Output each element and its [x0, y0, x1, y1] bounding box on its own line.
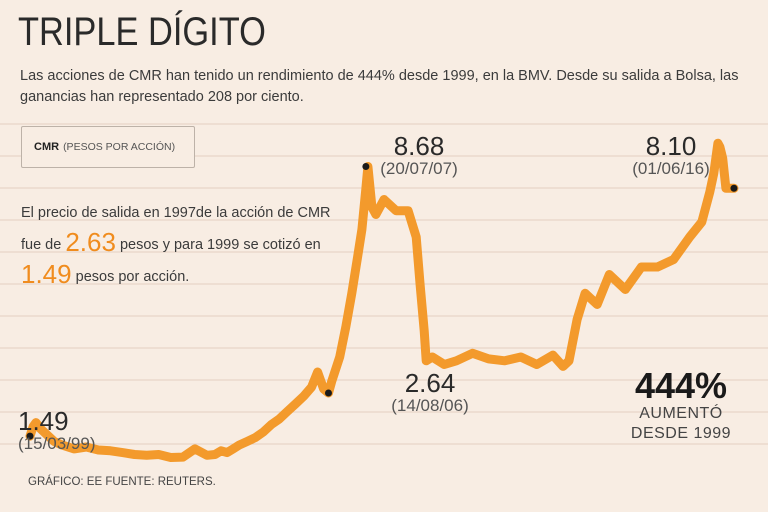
note-value-1: 2.63: [65, 227, 116, 257]
annotation-low: 2.64 (14/08/06): [380, 368, 480, 416]
annotation-point-3: [730, 184, 738, 192]
note-text-1: El precio de salida en 1997de la acción …: [21, 205, 331, 253]
annotation-point-2: [362, 163, 370, 170]
gain-percent: 444%: [634, 365, 728, 406]
annotation-2016-date: (01/06/16): [632, 159, 710, 179]
chart-subtitle: Las acciones de CMR han tenido un rendim…: [20, 68, 739, 105]
source-footer: GRÁFICO: EE FUENTE: REUTERS.: [28, 476, 216, 488]
series-line-cmr: [25, 138, 739, 462]
annotation-low-date: (14/08/06): [391, 396, 469, 416]
chart-title: TRIPLE DÍGITO: [18, 10, 266, 54]
annotation-low-value: 2.64: [404, 368, 456, 398]
annotation-point-0: [26, 432, 34, 440]
annotation-2016: 8.10 (01/06/16): [616, 131, 726, 179]
note-value-2: 1.49: [21, 259, 72, 289]
annotation-2016-value: 8.10: [645, 131, 697, 161]
grid-lines: [0, 123, 768, 445]
annotation-start-value: 1.49: [18, 406, 69, 436]
gain-label-2: DESDE 1999: [630, 425, 732, 442]
annotation-peak-2007-date: (20/07/07): [380, 159, 458, 179]
legend-box: CMR (PESOS POR ACCIÓN): [21, 126, 195, 168]
legend-unit: (PESOS POR ACCIÓN): [63, 141, 176, 153]
annotation-start-date: (15/03/99): [18, 434, 96, 454]
annotation-points: [26, 163, 738, 440]
note-text-3: pesos por acción.: [71, 269, 190, 285]
gain-callout: 444% AUMENTÓ DESDE 1999: [606, 368, 756, 444]
annotation-start: 1.49 (15/03/99): [18, 406, 96, 454]
annotation-peak-2007-value: 8.68: [393, 131, 445, 161]
note-text-2: pesos y para 1999 se cotizó en: [115, 237, 321, 253]
annotation-point-1: [324, 389, 332, 397]
legend-symbol: CMR: [34, 141, 60, 153]
annotation-peak-2007: 8.68 (20/07/07): [364, 131, 474, 179]
gain-label-1: AUMENTÓ: [639, 405, 723, 422]
price-note: El precio de salida en 1997de la acción …: [21, 199, 331, 292]
